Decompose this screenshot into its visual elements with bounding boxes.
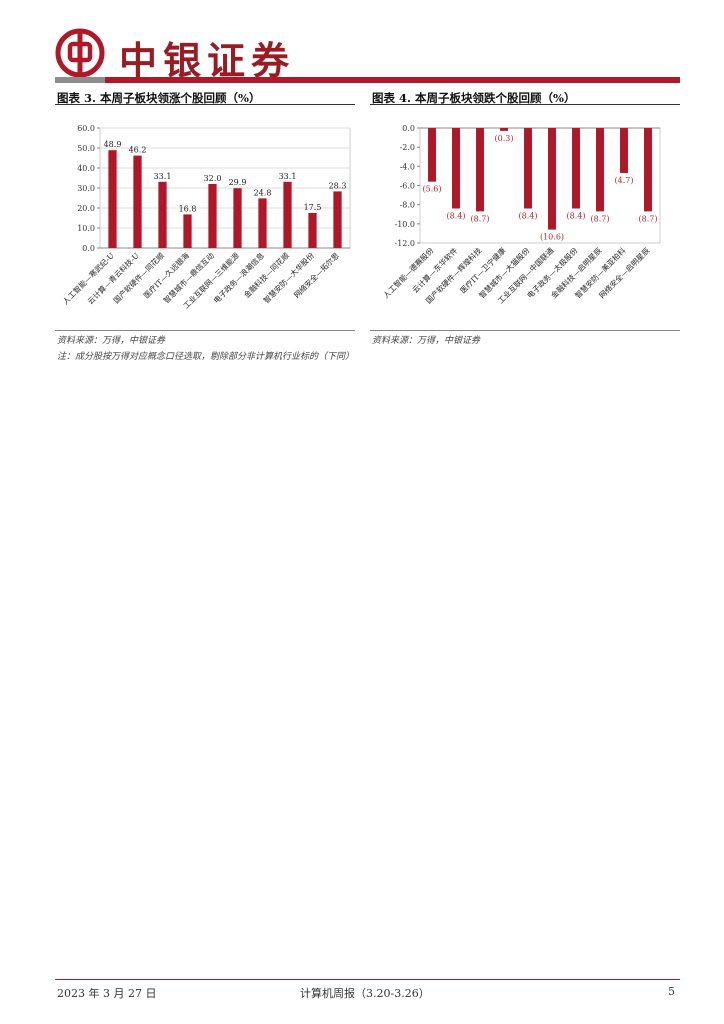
bar [452,128,460,209]
category-label: 医疗IT—久远银海 [141,250,191,300]
rise-bar-chart: 0.010.020.030.040.050.060.048.9人工智能—寒武纪-… [60,124,351,310]
figure-4-chart: 0.0 -2.0 -4.0 -6.0 -8.0 -10.0 -12.0 (5.6) 人工智能—德… [370,110,680,334]
figure-3-title: 图表 3. 本周子板块领涨个股回顾（%） [57,91,261,105]
y-tick-label: 0.0 [82,244,95,253]
y-tick-label: 40.0 [77,164,95,173]
data-label: 32.0 [204,174,222,183]
header-rule-grey [55,77,105,83]
data-label: (8.4) [567,212,586,221]
data-label: 28.3 [329,181,347,190]
data-label: 29.9 [229,178,247,187]
bar [308,213,317,248]
bar [133,155,142,248]
bar [596,128,604,212]
data-label: 16.8 [179,204,197,213]
bar [620,128,628,174]
data-label: (8.4) [447,212,466,221]
bank-of-china-logo-icon [55,28,105,78]
data-label: 33.1 [279,172,297,181]
y-tick-label: 30.0 [77,184,95,193]
brand-name: 中银证券 [119,38,296,83]
figure-4-top-rule [370,104,680,105]
bar [233,188,242,248]
bar [333,191,342,248]
y-tick-label: 60.0 [77,124,95,133]
bar [524,128,532,209]
data-label: 46.2 [129,146,147,155]
figure-3-chart: 0.0 10.0 20.0 30.0 40.0 50.0 60.0 48.9 人工智能—寒武纪-… [55,110,355,334]
bar [548,128,556,230]
y-tick-label: -10.0 [394,220,415,229]
figure-4-bottom-rule [370,330,680,331]
data-label: 17.5 [304,203,322,212]
bar [108,150,117,248]
y-tick-label: 20.0 [77,204,95,213]
figure-3-note: 注：成分股按万得对应概念口径选取，剔除部分非计算机行业标的（下同） [57,352,355,362]
bar [283,181,292,248]
bar [476,128,484,212]
figure-4-source: 资料来源：万得，中银证券 [372,336,481,346]
bar [572,128,580,209]
y-tick-label: -8.0 [400,201,415,210]
y-tick-label: 50.0 [77,144,95,153]
bar [500,128,508,131]
figure-3-bottom-rule [55,330,355,331]
data-label: 33.1 [154,172,172,181]
y-tick-label: -2.0 [400,143,415,152]
data-label: 48.9 [104,140,122,149]
data-label: (8.7) [591,214,610,223]
data-label: (0.3) [495,134,514,143]
y-tick-label: -6.0 [400,182,415,191]
figure-3-source: 资料来源：万得，中银证券 [57,336,166,346]
figure-4-title: 图表 4. 本周子板块领跌个股回顾（%） [372,91,576,105]
data-label: (5.6) [423,185,442,194]
category-label: 网络安全—拓尔思 [291,250,341,300]
y-tick-label: 10.0 [77,224,95,233]
y-tick-label: -12.0 [394,239,415,248]
category-label: 金融科技—同花顺 [241,250,291,300]
bar [158,181,167,248]
data-label: (4.7) [615,176,634,185]
y-tick-label: 0.0 [402,124,415,133]
data-label: (8.4) [519,212,538,221]
footer-page-number: 5 [668,985,675,998]
footer-report-name: 计算机周报（3.20-3.26） [300,987,430,1000]
footer-rule [55,979,680,980]
bar [183,214,192,248]
report-header: 中银证券 [55,28,685,84]
fall-bar-chart: 0.0-2.0-4.0-6.0-8.0-10.0-12.0(5.6)人工智能—德… [381,124,661,305]
bar [644,128,652,212]
data-label: (8.7) [471,214,490,223]
footer-date: 2023 年 3 月 27 日 [57,987,157,1000]
bar [208,184,217,248]
data-label: 24.8 [254,188,272,197]
data-label: (10.6) [540,233,564,242]
header-rule-red [105,77,680,83]
figure-3-top-rule [55,104,355,105]
y-tick-label: -4.0 [400,162,415,171]
bar [428,128,436,182]
data-label: (8.7) [639,214,658,223]
bar [258,198,267,248]
